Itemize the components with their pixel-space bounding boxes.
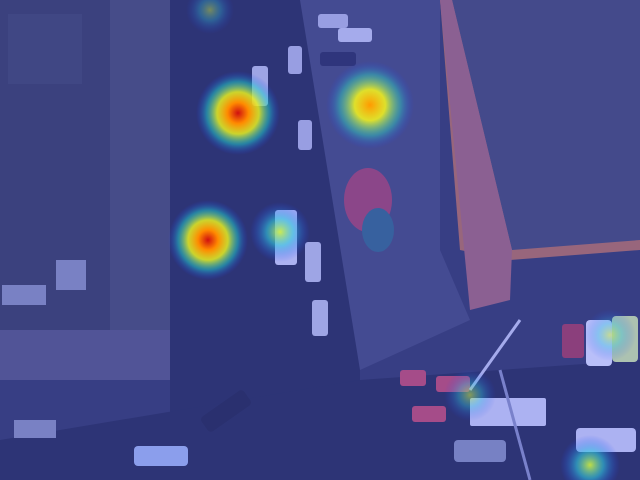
roof-unit	[2, 285, 46, 305]
roof-block	[8, 14, 82, 84]
vehicle	[318, 14, 348, 28]
heat-spot	[326, 61, 414, 149]
vehicle	[454, 440, 506, 462]
vehicle	[305, 242, 321, 282]
road-marking	[498, 369, 532, 480]
vehicle	[562, 324, 584, 358]
heat-spot	[444, 369, 496, 421]
vehicle	[288, 46, 302, 74]
heat-spot	[250, 202, 310, 262]
vehicle	[298, 120, 312, 150]
heat-spot	[560, 435, 620, 480]
roof-unit	[56, 260, 86, 290]
vehicle	[134, 446, 188, 466]
heat-spot	[186, 0, 234, 34]
heat-spot	[168, 200, 248, 280]
vehicle	[412, 406, 446, 422]
vehicle	[201, 390, 251, 432]
vehicle	[312, 300, 328, 336]
vehicle	[14, 420, 56, 438]
heat-spot	[196, 71, 280, 155]
tree	[362, 208, 394, 252]
vehicle	[338, 28, 372, 42]
vehicle	[320, 52, 356, 66]
heat-spot	[584, 309, 636, 361]
left-building-base	[0, 330, 170, 380]
vehicle	[400, 370, 426, 386]
right-building-roof	[452, 0, 640, 250]
right-building-wall	[440, 0, 512, 310]
